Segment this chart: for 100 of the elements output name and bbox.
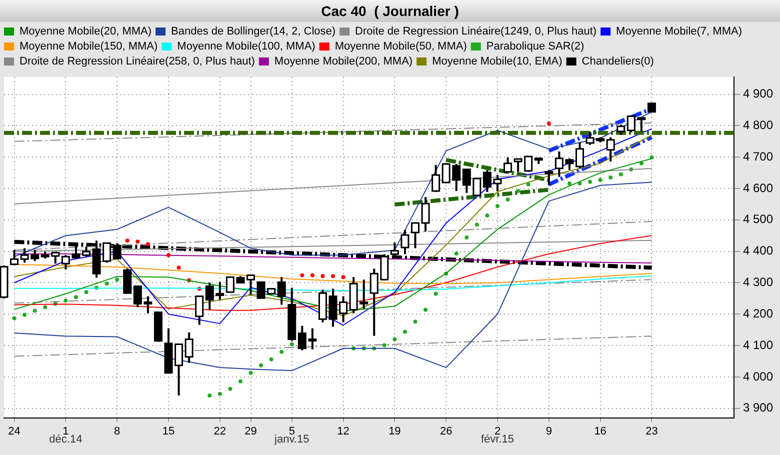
x-tick-label: 8 (114, 425, 120, 438)
point (74, 295, 78, 300)
x-tick-label: 22 (214, 425, 226, 438)
candlestick (123, 268, 132, 294)
candlestick (504, 156, 512, 173)
candlestick (616, 124, 626, 136)
point (598, 178, 602, 182)
y-tick-label: 4 600 (742, 180, 774, 195)
candlestick (82, 246, 90, 258)
y-tick-label: 4 200 (742, 306, 774, 320)
y-tick-label: 4 700 (742, 149, 774, 164)
point (424, 308, 428, 312)
candlestick (277, 276, 286, 306)
point (238, 379, 242, 384)
point (208, 394, 212, 398)
x-tick-label: 16 (594, 425, 606, 438)
x-tick-label: 15 (162, 425, 175, 438)
point (608, 176, 613, 180)
point (434, 292, 438, 296)
point (12, 316, 16, 320)
x-tick-label: 12 (337, 425, 350, 438)
point (588, 180, 592, 184)
candlestick (432, 164, 440, 193)
legend-label: Moyenne Mobile(100, MMA) (177, 40, 316, 53)
point (32, 308, 37, 313)
x-tick-label: 24 (8, 425, 20, 438)
y-tick-label: 4 400 (742, 244, 774, 258)
x-tick-label: 23 (646, 425, 658, 438)
point (474, 222, 479, 227)
legend-label: Parabolique SAR(2) (486, 40, 584, 53)
point (567, 181, 572, 186)
point (146, 242, 150, 246)
point (290, 342, 294, 346)
point (259, 363, 264, 368)
candlestick (195, 295, 204, 326)
legend-label: Bandes de Bollinger(14, 2, Close) (171, 26, 336, 38)
point (454, 252, 458, 256)
point (43, 305, 48, 310)
point (485, 214, 490, 218)
candlestick (606, 136, 615, 162)
point (341, 275, 346, 280)
candlestick (647, 102, 656, 113)
point (516, 189, 520, 194)
chart-title: Cac 40 ( Journalier ) (0, 0, 780, 22)
legend-label: Chandeliers(0) (582, 56, 654, 68)
y-tick-label: 3 900 (742, 400, 774, 415)
candlestick (482, 168, 492, 193)
point (464, 236, 469, 240)
point (269, 357, 274, 362)
y-tick-label: 4 300 (742, 275, 774, 290)
candlestick (411, 222, 420, 250)
legend-label: Moyenne Mobile(10, EMA) (432, 56, 562, 68)
point (300, 273, 304, 278)
point (320, 274, 325, 278)
x-tick-label: 9 (546, 425, 552, 438)
y-tick-label: 4 100 (742, 338, 774, 352)
candlestick (10, 249, 19, 266)
point (125, 238, 130, 243)
point (526, 182, 530, 186)
legend-label: Droite de Regression Linéaire(258, 0, Plus haut) (20, 56, 255, 68)
candlestick (184, 331, 194, 364)
point (382, 343, 386, 348)
point (218, 392, 222, 396)
point (618, 172, 623, 176)
y-tick-label: 4 000 (742, 369, 774, 384)
point (402, 330, 407, 334)
y-tick-label: 4 800 (742, 118, 774, 132)
y-tick-label: 4 500 (742, 212, 774, 226)
candlestick (544, 168, 554, 186)
point (64, 298, 68, 303)
point (84, 290, 88, 294)
candlestick (576, 141, 584, 170)
y-tick-label: 4 900 (742, 86, 774, 101)
candlestick (421, 196, 430, 233)
point (248, 370, 253, 375)
point (228, 386, 232, 391)
point (639, 161, 644, 166)
legend-label: Moyenne Mobile(50, MMA) (334, 40, 467, 53)
legend-label: Moyenne Mobile(150, MMA) (20, 40, 158, 53)
legend-label: Moyenne Mobile(200, MMA) (274, 56, 413, 68)
point (280, 350, 284, 354)
point (115, 278, 120, 282)
candlestick (493, 174, 502, 192)
x-tick-label: 26 (440, 425, 452, 438)
legend-label: Droite de Regression Linéaire(1249, 0, Plus haut) (355, 26, 597, 38)
x-tick-label: 29 (244, 425, 257, 438)
candlestick (112, 242, 122, 260)
point (136, 240, 140, 244)
point (546, 121, 551, 126)
candlestick (246, 274, 255, 296)
point (310, 273, 314, 278)
point (331, 274, 335, 278)
point (176, 266, 181, 270)
x-tick-label: 19 (388, 425, 401, 438)
point (22, 312, 27, 317)
point (104, 282, 109, 286)
legend-label: Moyenne Mobile(20, MMA) (20, 26, 152, 38)
legend-label: Moyenne Mobile(7, MMA) (616, 26, 742, 38)
point (392, 337, 397, 342)
point (506, 198, 510, 202)
